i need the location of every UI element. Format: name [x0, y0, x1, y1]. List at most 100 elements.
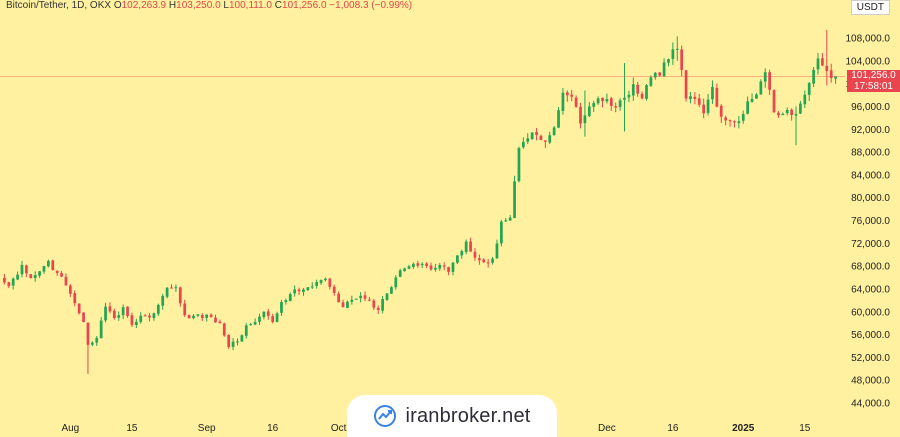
time-tick-label: Sep [198, 423, 216, 434]
candle-body [438, 264, 442, 269]
candle-body [689, 96, 692, 100]
candle-body [447, 267, 450, 272]
candle-body [346, 301, 349, 308]
price-tick-label: 96,000.0 [851, 102, 890, 113]
candle-body [156, 304, 160, 314]
candle-body [99, 320, 103, 339]
candle-body [143, 315, 147, 317]
candle-body [47, 260, 50, 267]
candle-body [385, 293, 389, 300]
candle-body [73, 293, 77, 304]
candle-body [592, 103, 596, 107]
candle-body [552, 127, 556, 136]
candle-body [609, 98, 613, 106]
time-axis[interactable]: Aug 15 Sep 16 Oct Dec 16 2025 15 [61, 423, 810, 434]
candle-body [275, 313, 279, 322]
candle-body [821, 58, 824, 66]
candle-body [381, 299, 384, 311]
candle-body [579, 106, 582, 124]
candle-body [504, 220, 508, 222]
candle-body [218, 321, 222, 324]
candle-body [737, 121, 741, 123]
price-tick-label: 72,000.0 [851, 239, 890, 250]
candle-body [759, 81, 763, 95]
candle-body [368, 299, 371, 301]
candle-body [680, 49, 684, 70]
candle-body [557, 110, 560, 128]
time-tick-label: 16 [267, 423, 279, 434]
time-tick-label: 15 [799, 423, 811, 434]
candle-body [227, 335, 231, 348]
candles-layer [0, 30, 845, 374]
candle-body [706, 99, 710, 113]
candle-body [768, 72, 771, 90]
candle-body [55, 270, 59, 273]
candle-body [636, 84, 640, 94]
candle-body [319, 280, 323, 283]
candle-body [807, 83, 811, 95]
candle-body [614, 106, 618, 108]
candle-body [284, 300, 288, 303]
candle-body [816, 58, 820, 70]
candle-body [16, 274, 19, 280]
candle-body [741, 114, 745, 121]
candle-body [306, 287, 310, 291]
candle-body [697, 98, 701, 105]
candle-body [187, 315, 191, 319]
candle-body [315, 282, 319, 286]
candle-body [781, 113, 785, 116]
candle-body [69, 285, 72, 294]
candle-body [526, 138, 530, 142]
time-tick-label: 2025 [732, 423, 755, 434]
candle-body [302, 289, 305, 292]
candle-body [262, 311, 266, 317]
candle-body [324, 278, 327, 281]
candle-body [86, 322, 90, 345]
candle-body [640, 93, 644, 99]
candle-body [297, 289, 301, 292]
candle-body [222, 323, 226, 336]
candle-body [280, 302, 283, 313]
candle-body [434, 267, 437, 270]
candle-body [25, 265, 28, 274]
candle-body [42, 266, 46, 272]
candle-body [667, 59, 670, 63]
candle-body [442, 265, 446, 267]
candle-body [829, 70, 833, 79]
candle-body [139, 315, 143, 322]
candle-body [675, 48, 679, 50]
candle-body [104, 306, 107, 321]
open-label: O [113, 0, 122, 11]
candle-body [363, 295, 367, 299]
candle-body [249, 324, 253, 326]
candle-body [763, 72, 767, 82]
close-label: C [274, 0, 283, 11]
candle-body [231, 341, 235, 347]
candle-body [77, 303, 81, 314]
candle-body [192, 315, 195, 319]
candle-body [372, 300, 376, 308]
candle-body [649, 77, 653, 86]
candle-body [587, 106, 591, 116]
candle-body [398, 270, 402, 277]
candle-body [460, 251, 464, 256]
bar-countdown: 17:58:01 [847, 81, 900, 93]
candle-body [561, 92, 565, 111]
candle-body [803, 94, 807, 105]
watermark: iranbroker.net [347, 395, 557, 437]
candle-body [310, 286, 314, 288]
candle-body [350, 299, 354, 302]
candle-body [293, 289, 297, 294]
candle-body [7, 282, 11, 287]
candle-body [412, 263, 415, 268]
candle-body [478, 258, 481, 261]
candle-body [482, 259, 486, 263]
candle-body [715, 87, 719, 107]
candle-body [825, 65, 829, 72]
symbol-title: Bitcoin/Tether, 1D, OKX [6, 0, 112, 11]
currency-badge[interactable]: USDT [850, 0, 890, 15]
candle-body [645, 85, 648, 99]
candle-body [618, 100, 622, 108]
candle-body [38, 271, 41, 276]
